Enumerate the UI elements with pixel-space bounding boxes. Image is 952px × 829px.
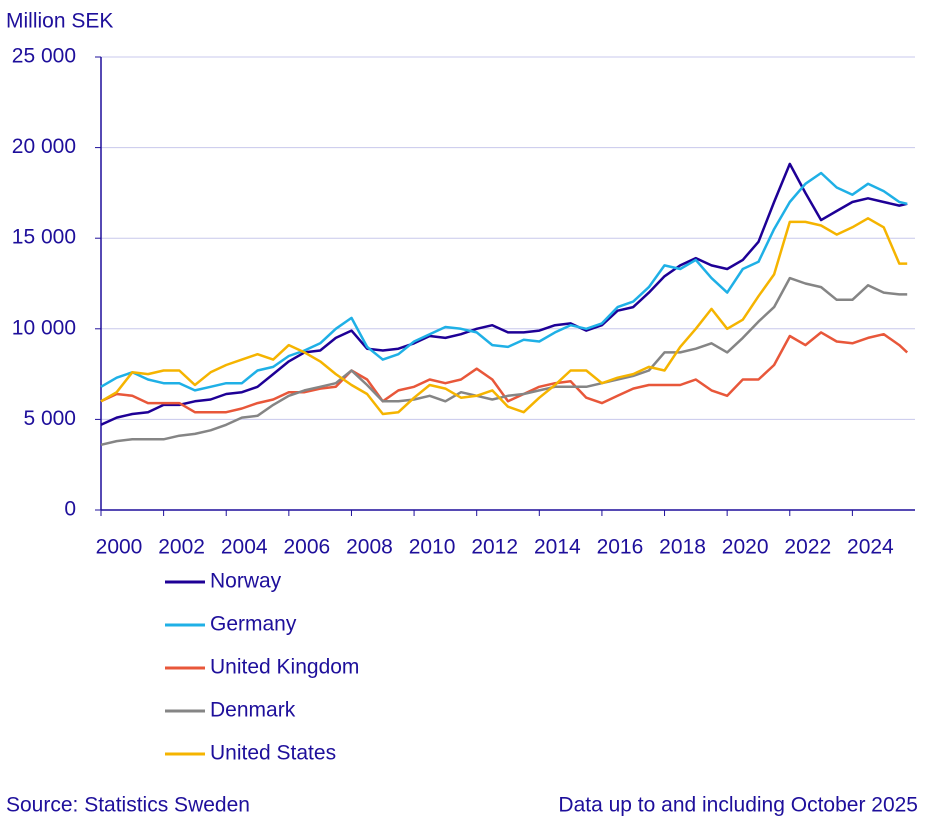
x-tick-label: 2012 bbox=[471, 536, 518, 559]
y-tick-label: 10 000 bbox=[12, 316, 76, 339]
x-tick-label: 2016 bbox=[597, 536, 644, 559]
x-tick-label: 2024 bbox=[847, 536, 894, 559]
series-line bbox=[100, 162, 908, 426]
series-line bbox=[100, 171, 908, 392]
y-tick-label: 20 000 bbox=[12, 135, 76, 158]
source: Source: Statistics Sweden bbox=[6, 794, 250, 817]
x-tick-label: 2000 bbox=[96, 536, 143, 559]
x-tick-label: 2004 bbox=[221, 536, 268, 559]
y-tick-label: 5 000 bbox=[23, 407, 76, 430]
series-line bbox=[100, 276, 908, 447]
x-tick-label: 2002 bbox=[158, 536, 205, 559]
y-axis-label: Million SEK bbox=[6, 10, 113, 33]
series-line bbox=[100, 217, 908, 416]
legend-label: United States bbox=[210, 742, 336, 765]
y-tick-label: 0 bbox=[64, 498, 76, 521]
legend-label: United Kingdom bbox=[210, 656, 359, 679]
legend-label: Norway bbox=[210, 570, 282, 593]
y-tick-label: 25 000 bbox=[12, 45, 76, 68]
x-tick-label: 2018 bbox=[659, 536, 706, 559]
legend-label: Germany bbox=[210, 613, 297, 636]
x-tick-label: 2022 bbox=[784, 536, 831, 559]
x-tick-label: 2010 bbox=[409, 536, 456, 559]
series-line bbox=[100, 331, 909, 414]
x-tick-label: 2006 bbox=[283, 536, 330, 559]
note: Data up to and including October 2025 bbox=[558, 794, 918, 817]
x-tick-label: 2014 bbox=[534, 536, 581, 559]
y-tick-label: 15 000 bbox=[12, 226, 76, 249]
legend-label: Denmark bbox=[210, 699, 296, 722]
x-tick-label: 2020 bbox=[722, 536, 769, 559]
x-tick-label: 2008 bbox=[346, 536, 393, 559]
